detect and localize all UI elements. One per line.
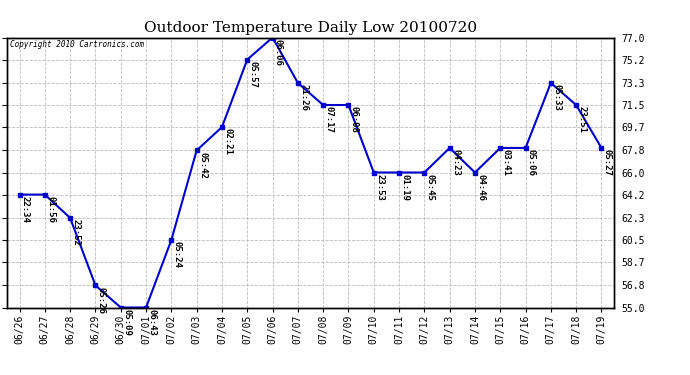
Text: 23:53: 23:53 bbox=[375, 174, 384, 201]
Text: 05:26: 05:26 bbox=[97, 287, 106, 314]
Text: 04:46: 04:46 bbox=[476, 174, 485, 201]
Text: 03:41: 03:41 bbox=[502, 149, 511, 176]
Text: 05:24: 05:24 bbox=[172, 242, 181, 268]
Text: 23:52: 23:52 bbox=[72, 219, 81, 246]
Text: 05:09: 05:09 bbox=[122, 309, 131, 336]
Text: 05:42: 05:42 bbox=[198, 152, 207, 178]
Title: Outdoor Temperature Daily Low 20100720: Outdoor Temperature Daily Low 20100720 bbox=[144, 21, 477, 35]
Text: 05:33: 05:33 bbox=[552, 84, 561, 111]
Text: 05:57: 05:57 bbox=[248, 61, 257, 88]
Text: 07:17: 07:17 bbox=[324, 106, 333, 133]
Text: 06:08: 06:08 bbox=[350, 106, 359, 133]
Text: 05:45: 05:45 bbox=[426, 174, 435, 201]
Text: 05:27: 05:27 bbox=[603, 149, 612, 176]
Text: 23:51: 23:51 bbox=[578, 106, 586, 133]
Text: Copyright 2010 Cartronics.com: Copyright 2010 Cartronics.com bbox=[10, 40, 144, 49]
Text: 02:21: 02:21 bbox=[224, 129, 233, 155]
Text: 22:34: 22:34 bbox=[21, 196, 30, 223]
Text: 01:19: 01:19 bbox=[400, 174, 409, 201]
Text: 05:06: 05:06 bbox=[527, 149, 536, 176]
Text: 06:06: 06:06 bbox=[274, 39, 283, 66]
Text: 06:43: 06:43 bbox=[148, 309, 157, 336]
Text: 04:23: 04:23 bbox=[451, 149, 460, 176]
Text: 21:26: 21:26 bbox=[299, 84, 308, 111]
Text: 01:56: 01:56 bbox=[46, 196, 55, 223]
